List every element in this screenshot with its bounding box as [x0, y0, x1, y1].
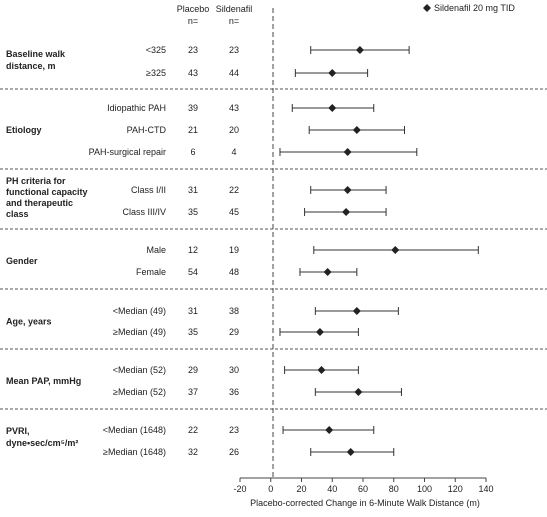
placebo-n-value: 43 — [188, 68, 198, 78]
point-estimate-marker — [342, 208, 351, 216]
group-label: PH criteria for functional capacity and th… — [6, 176, 88, 219]
subgroup-label: Idiopathic PAH — [107, 103, 166, 113]
point-estimate-marker — [317, 366, 326, 374]
group-label: Mean PAP, mmHg — [6, 376, 81, 386]
x-tick-label: 120 — [448, 484, 463, 494]
sildenafil-n-value: 23 — [229, 45, 239, 55]
point-estimate-marker — [323, 268, 332, 276]
sildenafil-n-value: 45 — [229, 207, 239, 217]
placebo-n-value: 35 — [188, 327, 198, 337]
subgroup-label: Female — [136, 267, 166, 277]
point-estimate-marker — [328, 69, 337, 77]
subgroup-label: <325 — [146, 45, 166, 55]
placebo-n-value: 37 — [188, 387, 198, 397]
sildenafil-n-value: 48 — [229, 267, 239, 277]
x-axis-label: Placebo-corrected Change in 6-Minute Wal… — [250, 498, 480, 508]
placebo-n-value: 39 — [188, 103, 198, 113]
sildenafil-n-value: 38 — [229, 306, 239, 316]
x-tick-label: 80 — [389, 484, 399, 494]
subgroup-label: <Median (52) — [113, 365, 166, 375]
subgroup-label: <Median (49) — [113, 306, 166, 316]
placebo-n-value: 6 — [190, 147, 195, 157]
x-tick-label: -20 — [233, 484, 246, 494]
point-estimate-marker — [354, 388, 363, 396]
placebo-n-header: n= — [188, 16, 198, 26]
placebo-n-value: 31 — [188, 185, 198, 195]
subgroup-label: PAH-surgical repair — [89, 147, 166, 157]
subgroup-label: ≥325 — [146, 68, 166, 78]
placebo-n-value: 21 — [188, 125, 198, 135]
x-tick-label: 40 — [327, 484, 337, 494]
placebo-n-value: 12 — [188, 245, 198, 255]
sildenafil-n-value: 20 — [229, 125, 239, 135]
placebo-n-value: 54 — [188, 267, 198, 277]
sildenafil-n-value: 26 — [229, 447, 239, 457]
placebo-n-value: 22 — [188, 425, 198, 435]
sildenafil-n-value: 29 — [229, 327, 239, 337]
point-estimate-marker — [352, 307, 361, 315]
subgroup-label: ≥Median (52) — [113, 387, 166, 397]
point-estimate-marker — [328, 104, 337, 112]
sildenafil-header: Sildenafil — [216, 4, 253, 14]
point-estimate-marker — [325, 426, 334, 434]
point-estimate-marker — [346, 448, 355, 456]
point-estimate-marker — [355, 46, 364, 54]
sildenafil-n-value: 23 — [229, 425, 239, 435]
legend-label: Sildenafil 20 mg TID — [434, 3, 515, 13]
sildenafil-n-value: 22 — [229, 185, 239, 195]
placebo-header: Placebo — [177, 4, 210, 14]
placebo-n-value: 35 — [188, 207, 198, 217]
group-label: Etiology — [6, 125, 42, 135]
group-label: Baseline walk distance, m — [6, 49, 66, 71]
group-label: PVRI, dyne•sec/cm⁵/m² — [6, 426, 78, 448]
subgroup-label: ≥Median (1648) — [103, 447, 166, 457]
subgroup-label: <Median (1648) — [103, 425, 166, 435]
sildenafil-n-value: 30 — [229, 365, 239, 375]
subgroup-label: PAH-CTD — [127, 125, 167, 135]
placebo-n-value: 32 — [188, 447, 198, 457]
x-tick-label: 60 — [358, 484, 368, 494]
point-estimate-marker — [315, 328, 324, 336]
point-estimate-marker — [343, 148, 352, 156]
subgroup-label: Male — [146, 245, 166, 255]
subgroup-label: ≥Median (49) — [113, 327, 166, 337]
subgroup-label: Class III/IV — [122, 207, 166, 217]
placebo-n-value: 31 — [188, 306, 198, 316]
sildenafil-n-value: 44 — [229, 68, 239, 78]
point-estimate-marker — [343, 186, 352, 194]
sildenafil-n-value: 19 — [229, 245, 239, 255]
sildenafil-n-value: 4 — [231, 147, 236, 157]
group-label: Age, years — [6, 317, 52, 327]
sildenafil-n-value: 43 — [229, 103, 239, 113]
placebo-n-value: 23 — [188, 45, 198, 55]
x-tick-label: 0 — [268, 484, 273, 494]
group-label: Gender — [6, 256, 38, 266]
subgroup-label: Class I/II — [131, 185, 166, 195]
x-tick-label: 100 — [417, 484, 432, 494]
x-tick-label: 140 — [478, 484, 493, 494]
x-axis: -20 0 20 40 60 80 100 120 140 — [233, 477, 494, 494]
point-estimate-marker — [352, 126, 361, 134]
legend-diamond-icon — [423, 4, 431, 12]
sildenafil-n-header: n= — [229, 16, 239, 26]
point-estimate-marker — [391, 246, 400, 254]
x-tick-label: 20 — [296, 484, 306, 494]
placebo-n-value: 29 — [188, 365, 198, 375]
sildenafil-n-value: 36 — [229, 387, 239, 397]
